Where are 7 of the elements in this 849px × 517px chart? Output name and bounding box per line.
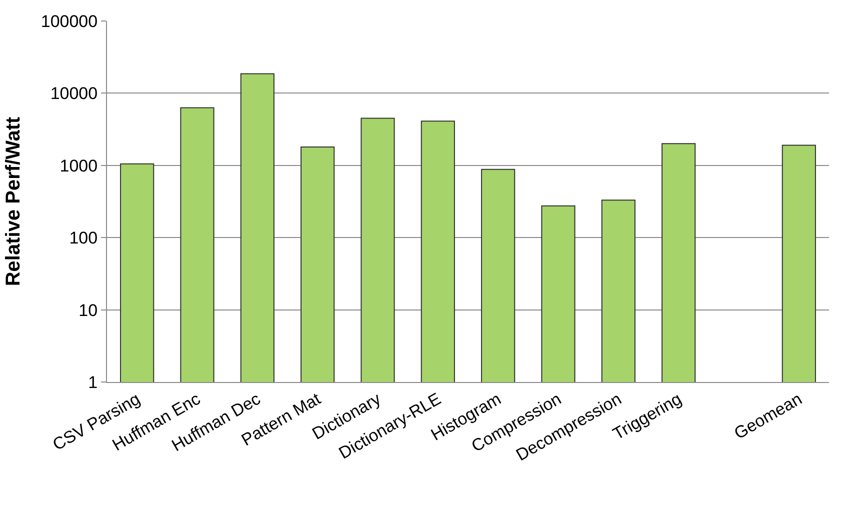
y-tick-label: 100	[69, 228, 98, 248]
y-tick-label: 10	[78, 300, 98, 320]
y-tick-label: 1000	[60, 156, 98, 176]
y-tick-label: 100000	[40, 12, 98, 31]
y-tick-label: 10000	[50, 84, 98, 104]
y-axis-title: Relative Perf/Watt	[2, 116, 24, 286]
y-tick-label: 1	[88, 372, 98, 392]
